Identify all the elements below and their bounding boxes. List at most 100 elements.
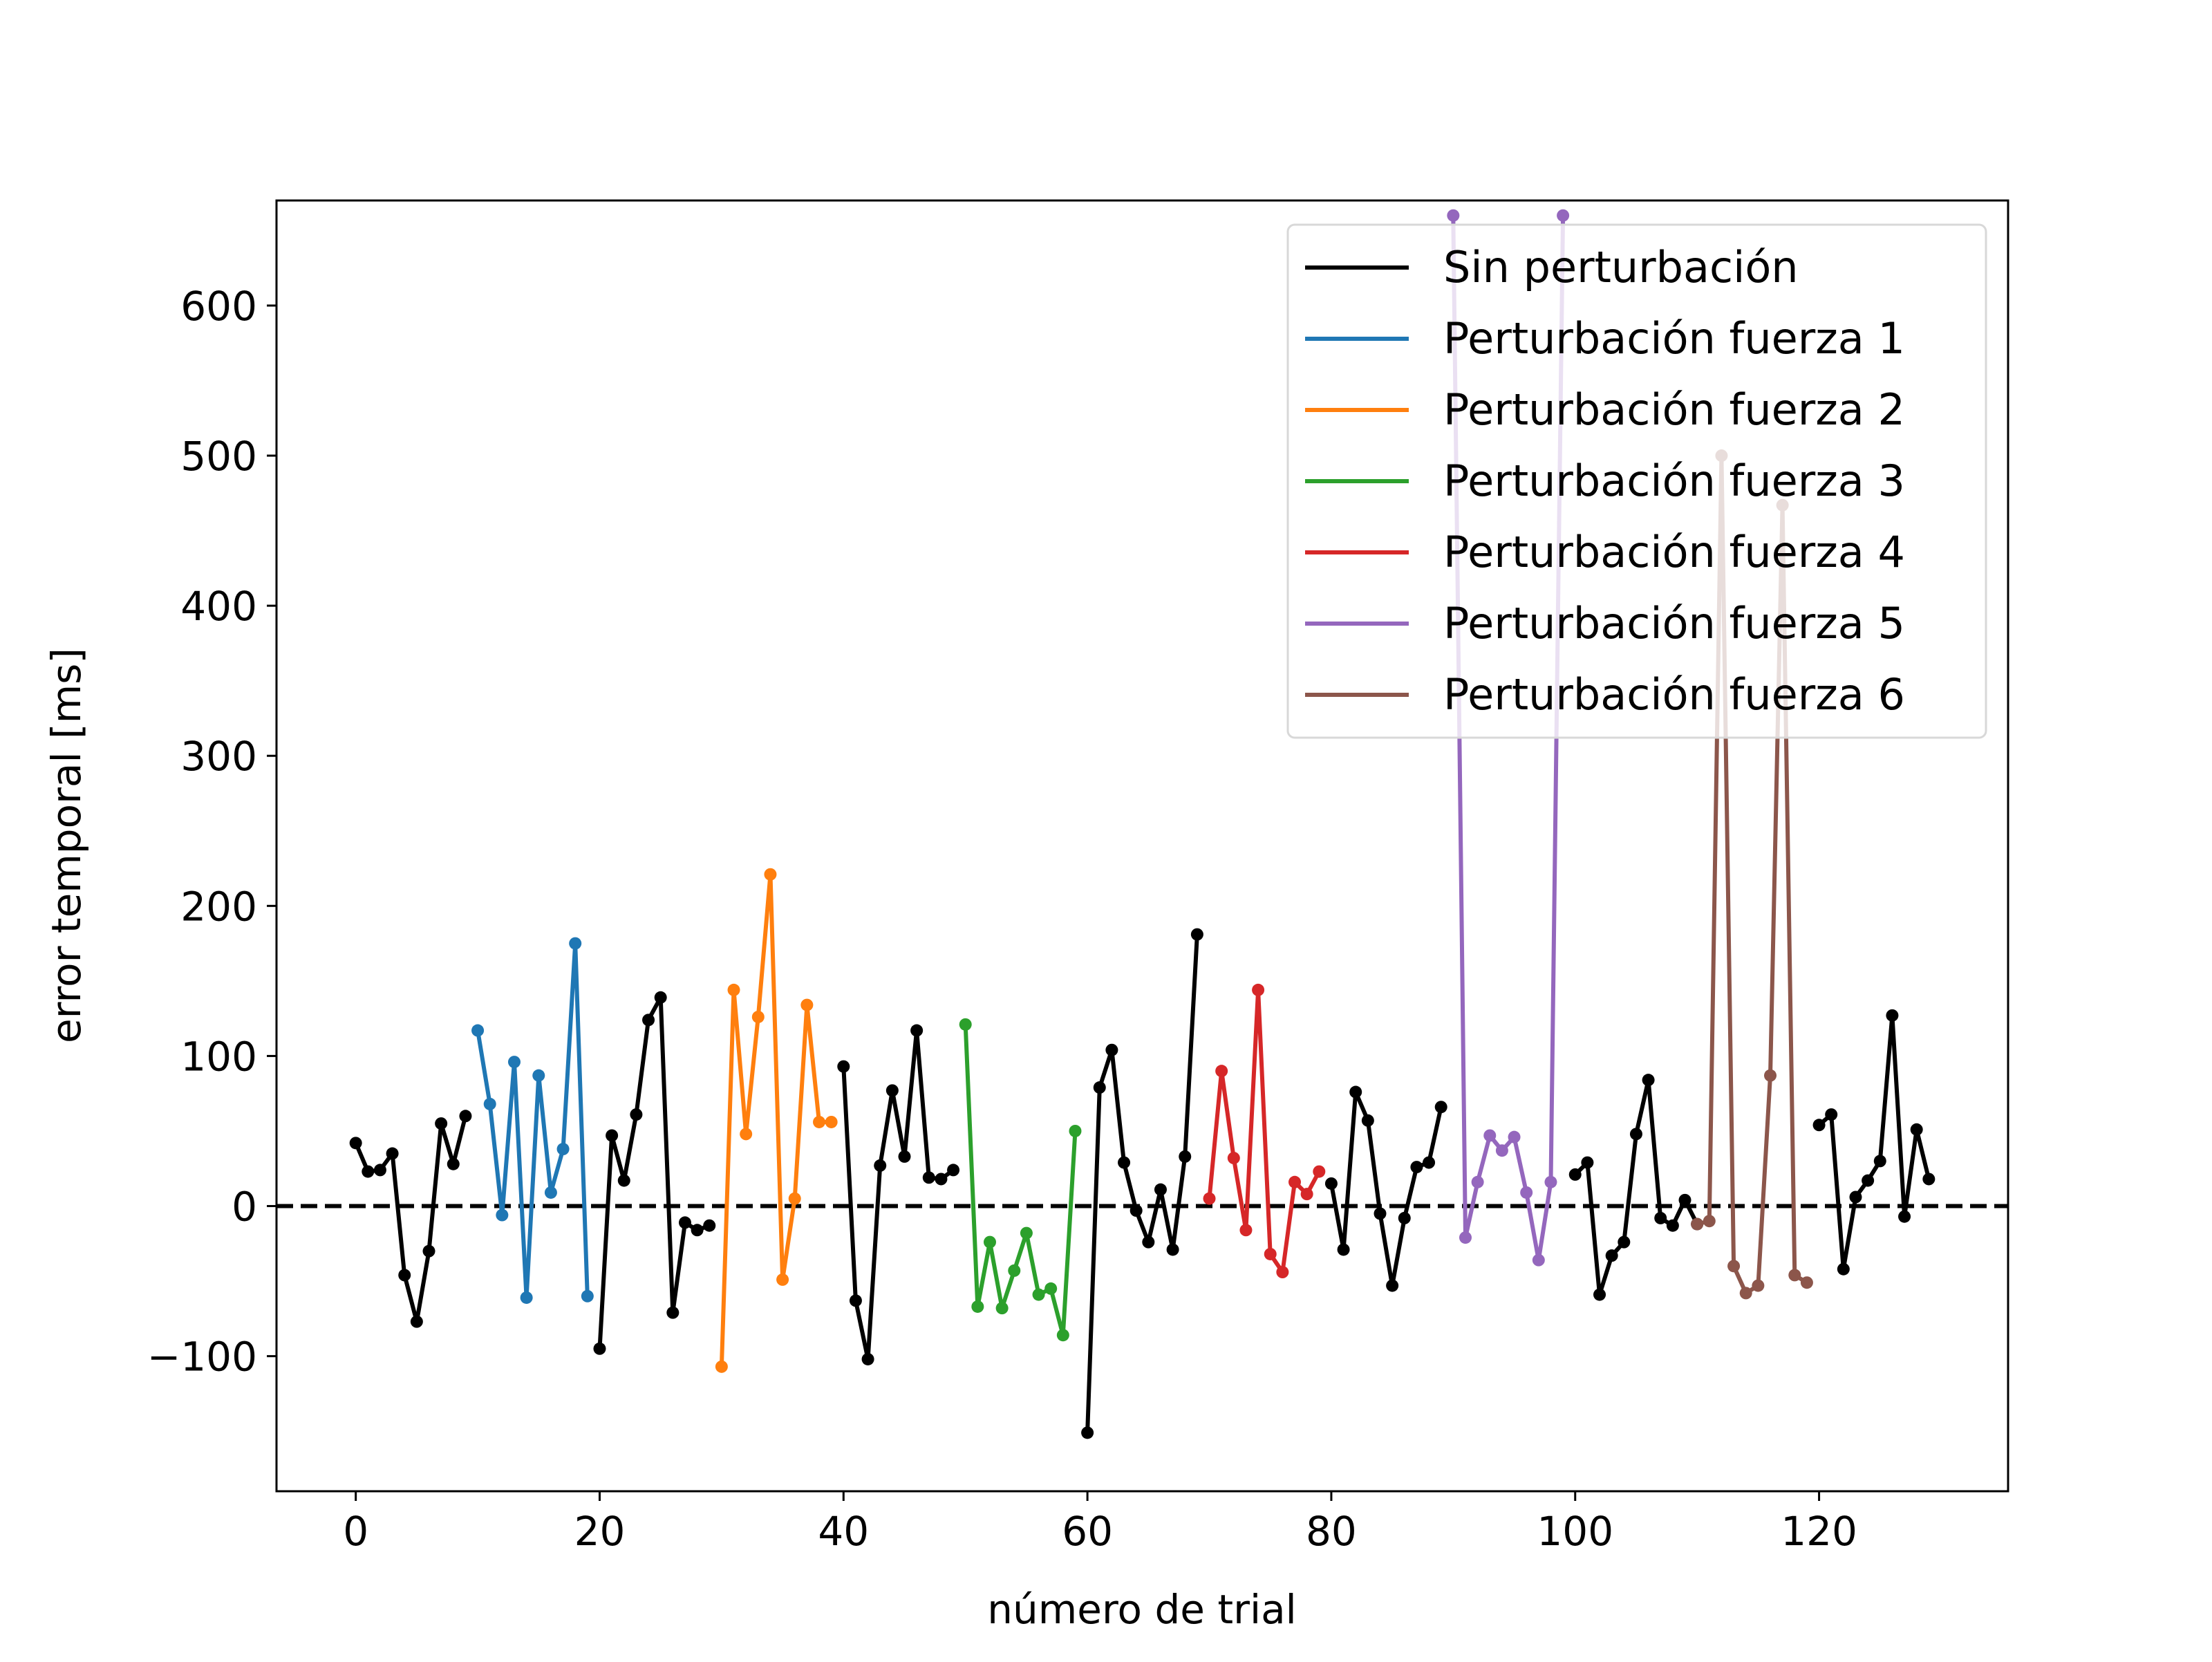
axes-frame bbox=[275, 199, 2009, 1493]
x-tick-label: 100 bbox=[1537, 1508, 1613, 1555]
data-point bbox=[630, 1108, 643, 1121]
series-line bbox=[353, 1115, 468, 1324]
series-line bbox=[1696, 454, 1808, 1296]
legend-item: Perturbación fuerza 6 bbox=[1305, 669, 1905, 720]
data-point bbox=[386, 1147, 399, 1160]
data-point bbox=[1825, 1108, 1838, 1121]
data-point bbox=[1093, 1081, 1106, 1094]
y-tick-label: 400 bbox=[180, 583, 257, 630]
legend-label: Sin perturbación bbox=[1443, 242, 1799, 292]
data-point bbox=[1447, 209, 1460, 222]
data-point bbox=[1215, 1065, 1228, 1078]
data-point bbox=[1849, 1191, 1862, 1204]
data-point bbox=[1032, 1288, 1045, 1301]
data-point bbox=[1324, 1177, 1338, 1190]
series-line bbox=[1207, 987, 1321, 1274]
series-line bbox=[597, 995, 711, 1349]
data-point bbox=[1739, 1287, 1752, 1300]
series-1 bbox=[349, 928, 1936, 1439]
series-line bbox=[1817, 1013, 1931, 1271]
legend-label: Perturbación fuerza 1 bbox=[1443, 313, 1905, 364]
legend-item: Sin perturbación bbox=[1305, 242, 1799, 292]
legend-item: Perturbación fuerza 3 bbox=[1305, 456, 1905, 506]
series-line bbox=[476, 941, 590, 1300]
data-point bbox=[1166, 1243, 1179, 1256]
data-point bbox=[1568, 1168, 1582, 1181]
data-point bbox=[751, 1010, 765, 1023]
data-point bbox=[874, 1159, 887, 1172]
data-point bbox=[1629, 1128, 1642, 1141]
data-point bbox=[1337, 1243, 1350, 1256]
data-point bbox=[1227, 1152, 1240, 1165]
data-point bbox=[362, 1165, 375, 1178]
data-point bbox=[983, 1235, 996, 1249]
data-point bbox=[1837, 1262, 1850, 1276]
series-2 bbox=[471, 937, 594, 1304]
data-point bbox=[776, 1273, 789, 1286]
data-point bbox=[496, 1208, 509, 1222]
data-point bbox=[654, 991, 667, 1004]
legend-item: Perturbación fuerza 2 bbox=[1305, 384, 1905, 435]
data-point bbox=[1618, 1235, 1631, 1249]
series-line bbox=[1451, 215, 1566, 1262]
data-point bbox=[1056, 1329, 1069, 1342]
data-point bbox=[1557, 209, 1570, 222]
legend-label: Perturbación fuerza 5 bbox=[1443, 598, 1905, 648]
data-point bbox=[764, 868, 777, 881]
legend-label: Perturbación fuerza 6 bbox=[1443, 669, 1905, 720]
data-point bbox=[1190, 928, 1203, 941]
data-point bbox=[532, 1069, 545, 1082]
data-point bbox=[1483, 1129, 1497, 1142]
data-point bbox=[1276, 1266, 1289, 1279]
series-line bbox=[841, 1028, 955, 1361]
legend-label: Perturbación fuerza 2 bbox=[1443, 384, 1905, 435]
data-point bbox=[1081, 1426, 1094, 1439]
data-point bbox=[1203, 1192, 1216, 1205]
x-tick-label: 60 bbox=[1062, 1508, 1113, 1555]
data-point bbox=[398, 1269, 411, 1282]
data-point bbox=[1300, 1188, 1313, 1201]
data-point bbox=[800, 998, 814, 1011]
data-point bbox=[569, 937, 582, 950]
legend-label: Perturbación fuerza 4 bbox=[1443, 527, 1905, 577]
data-point bbox=[483, 1097, 496, 1110]
data-point bbox=[995, 1302, 1009, 1315]
data-point bbox=[1691, 1217, 1704, 1231]
data-point bbox=[471, 1024, 485, 1037]
y-tick-label: 100 bbox=[180, 1033, 257, 1080]
series-3 bbox=[715, 868, 838, 1373]
data-point bbox=[666, 1306, 679, 1319]
data-point bbox=[703, 1219, 716, 1232]
data-point bbox=[922, 1171, 935, 1184]
data-point bbox=[861, 1352, 874, 1365]
data-point bbox=[1288, 1175, 1302, 1188]
data-point bbox=[1910, 1123, 1923, 1136]
data-point bbox=[1752, 1279, 1765, 1292]
data-point bbox=[1544, 1175, 1557, 1188]
y-tick-label: 600 bbox=[180, 283, 257, 330]
data-point bbox=[1044, 1282, 1058, 1295]
data-point bbox=[1605, 1249, 1618, 1262]
data-point bbox=[1873, 1155, 1886, 1168]
plot-area bbox=[276, 209, 2008, 1439]
data-point bbox=[1532, 1253, 1545, 1267]
data-point bbox=[788, 1192, 801, 1205]
legend: Sin perturbación Perturbación fuerza 1 Per… bbox=[1286, 223, 1987, 739]
x-tick-label: 40 bbox=[818, 1508, 869, 1555]
data-point bbox=[1130, 1204, 1143, 1217]
data-point bbox=[1764, 1069, 1777, 1082]
data-point bbox=[1642, 1074, 1655, 1087]
legend-box bbox=[1286, 223, 1987, 739]
data-point bbox=[1520, 1186, 1533, 1199]
axis-ticks: 0 20 40 60 80 100 120 −100 0 100 200 300 400 500 600 bbox=[147, 283, 1857, 1555]
data-point bbox=[825, 1115, 838, 1128]
data-point bbox=[1508, 1130, 1521, 1143]
data-point bbox=[435, 1117, 448, 1130]
data-point bbox=[1154, 1183, 1167, 1196]
data-point bbox=[1386, 1279, 1399, 1292]
data-point bbox=[642, 1014, 655, 1027]
series-4 bbox=[959, 1018, 1082, 1342]
data-point bbox=[1179, 1150, 1192, 1163]
data-point bbox=[410, 1315, 423, 1328]
y-tick-label: −100 bbox=[147, 1334, 257, 1381]
